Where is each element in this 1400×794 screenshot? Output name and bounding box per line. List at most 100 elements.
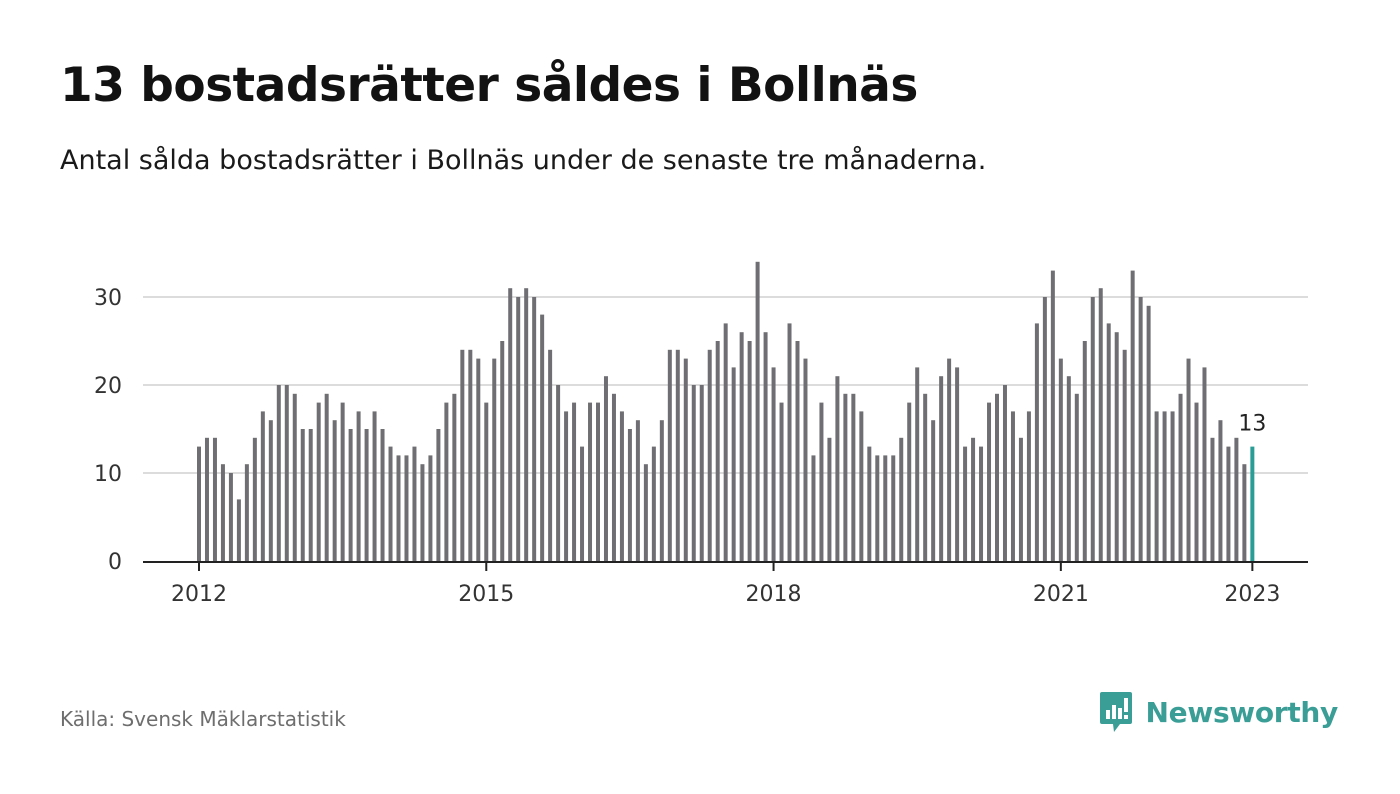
bar: [436, 429, 441, 561]
bar: [675, 349, 680, 561]
x-tick-label: 2023: [1224, 582, 1280, 607]
bar: [1058, 358, 1063, 561]
bar: [819, 402, 824, 561]
bar: [356, 411, 361, 561]
bar: [404, 455, 409, 561]
bar: [516, 297, 521, 561]
y-tick-label: 10: [94, 462, 122, 487]
bar: [468, 349, 473, 561]
bar: [603, 376, 608, 561]
bar: [316, 402, 321, 561]
bar-chart: 0 10 20 30 2012 2015 2018 2021 2023 13: [94, 261, 1308, 607]
y-tick-label: 0: [108, 550, 122, 575]
bar: [667, 349, 672, 561]
bar: [963, 446, 968, 561]
bar: [827, 437, 832, 561]
bar: [683, 358, 688, 561]
bar: [372, 411, 377, 561]
bar: [931, 420, 936, 561]
bar: [1002, 385, 1007, 561]
bar: [1074, 393, 1079, 561]
bar: [1202, 367, 1207, 561]
bar: [635, 420, 640, 561]
bar: [452, 393, 457, 561]
bar: [332, 420, 337, 561]
bar: [715, 341, 720, 561]
bar: [284, 385, 289, 561]
bar: [1186, 358, 1191, 561]
bar: [340, 402, 345, 561]
bar: [659, 420, 664, 561]
bar: [699, 385, 704, 561]
bar: [420, 464, 425, 561]
bar: [596, 402, 600, 561]
bar: [1090, 297, 1095, 561]
bar: [1154, 411, 1159, 561]
bar: [1170, 411, 1175, 561]
bar: [883, 455, 888, 561]
bar: [795, 341, 800, 561]
bar: [1010, 411, 1015, 561]
y-tick-label: 30: [94, 286, 122, 311]
bar: [580, 446, 585, 561]
chart-subtitle: Antal sålda bostadsrätter i Bollnäs unde…: [60, 145, 987, 176]
bar: [739, 332, 744, 561]
bar: [763, 332, 768, 561]
bar: [1114, 332, 1119, 561]
bar: [1194, 402, 1199, 561]
bar: [843, 393, 848, 561]
bar: [627, 429, 632, 561]
bar: [508, 288, 513, 561]
bar: [723, 323, 728, 561]
bar: [1138, 297, 1143, 561]
bar: [220, 464, 225, 561]
x-tick-label: 2015: [458, 582, 514, 607]
bar: [779, 402, 784, 561]
x-tick-label: 2012: [171, 582, 227, 607]
newsworthy-logo-icon: [1099, 692, 1132, 732]
bar: [787, 323, 792, 561]
bar: [939, 376, 944, 561]
bar: [324, 393, 329, 561]
bar: [1018, 437, 1023, 561]
bar: [364, 429, 369, 561]
bar: [492, 358, 497, 561]
latest-value-label: 13: [1238, 412, 1266, 437]
bar: [212, 437, 217, 561]
bar: [236, 499, 241, 561]
bar: [899, 437, 904, 561]
bar: [1234, 437, 1239, 561]
bar: [1210, 437, 1215, 561]
source-note: Källa: Svensk Mäklarstatistik: [60, 707, 346, 731]
bar: [1034, 323, 1039, 561]
bar: [1226, 446, 1231, 561]
bar: [907, 402, 912, 561]
bar: [1026, 411, 1031, 561]
bar: [651, 446, 656, 561]
bar: [995, 393, 999, 561]
bar: [1098, 288, 1103, 561]
bar: [1106, 323, 1111, 561]
bar: [619, 411, 624, 561]
y-tick-label: 20: [94, 374, 122, 399]
bar: [292, 393, 297, 561]
bar: [588, 402, 593, 561]
x-tick-label: 2018: [746, 582, 802, 607]
bar: [691, 385, 696, 561]
bar: [444, 402, 449, 561]
bar: [707, 349, 712, 561]
bar: [524, 288, 529, 561]
brand-logo: Newsworthy: [1098, 690, 1338, 734]
bar: [276, 385, 281, 561]
bar: [1066, 376, 1071, 561]
bar: [460, 349, 465, 561]
bar: [564, 411, 569, 561]
bar: [556, 385, 561, 561]
bar: [204, 437, 209, 561]
chart-title: 13 bostadsrätter såldes i Bollnäs: [60, 58, 918, 113]
bar: [771, 367, 776, 561]
bar: [500, 341, 505, 561]
bar: [979, 446, 984, 561]
bar: [260, 411, 265, 561]
bar: [1162, 411, 1167, 561]
